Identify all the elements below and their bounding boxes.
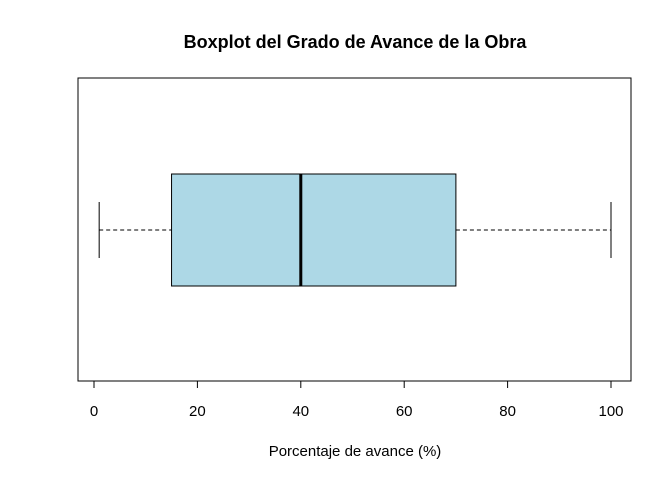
x-tick-label-40: 40 — [292, 403, 309, 420]
iqr-box — [171, 173, 457, 287]
x-tick-label-100: 100 — [598, 403, 623, 420]
x-tick-label-60: 60 — [396, 403, 413, 420]
x-axis-label: Porcentaje de avance (%) — [269, 443, 442, 460]
chart-title: Boxplot del Grado de Avance de la Obra — [184, 32, 528, 52]
x-tick-label-20: 20 — [189, 403, 206, 420]
x-tick-label-0: 0 — [90, 403, 98, 420]
x-tick-label-80: 80 — [499, 403, 516, 420]
